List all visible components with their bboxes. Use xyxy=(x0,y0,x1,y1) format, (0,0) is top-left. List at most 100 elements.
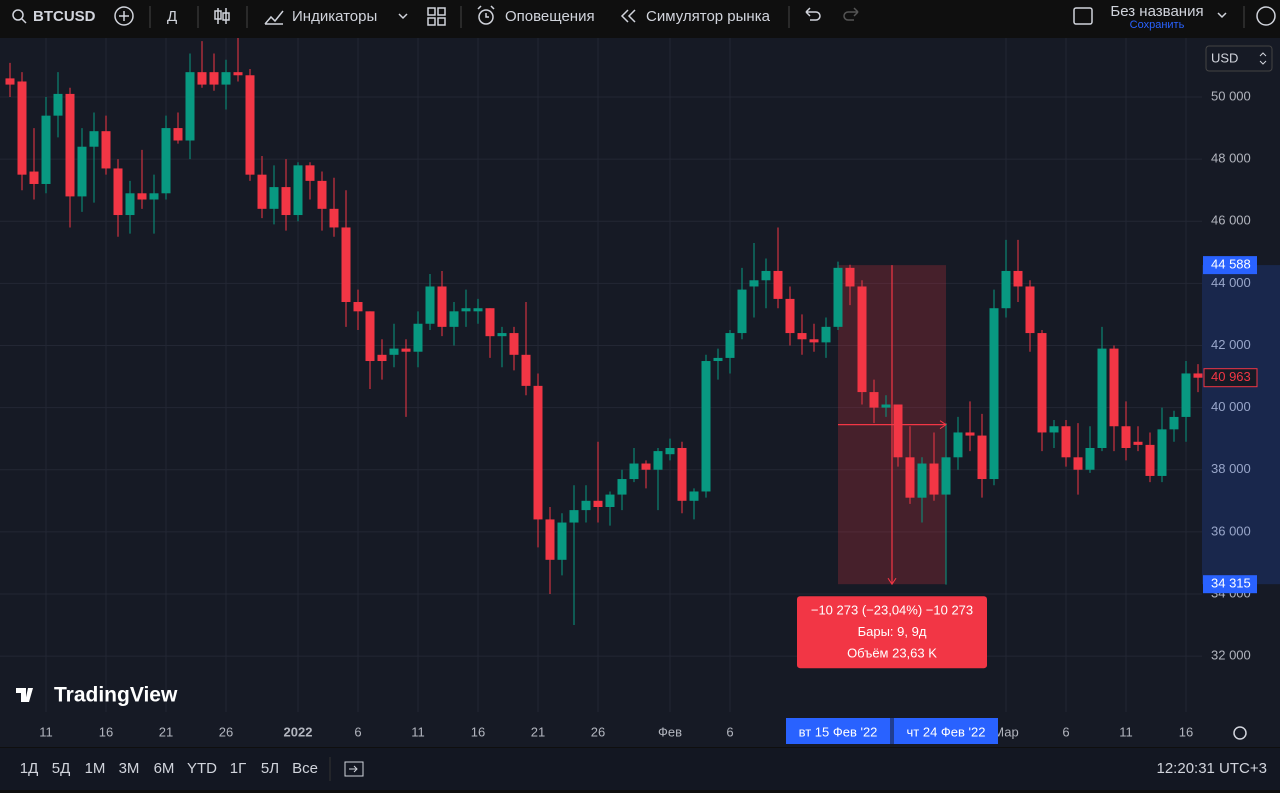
candle-body xyxy=(845,267,855,287)
layout-name[interactable]: Без названия xyxy=(1110,3,1203,20)
candle-body xyxy=(629,463,639,480)
layout-box-icon[interactable] xyxy=(1073,7,1093,25)
settings-icon[interactable] xyxy=(1233,726,1247,740)
x-tick-label: 11 xyxy=(411,724,425,739)
range-button[interactable]: 1Д xyxy=(20,760,39,777)
redo-icon[interactable] xyxy=(843,7,859,21)
logo-icon xyxy=(16,688,33,702)
candle-body xyxy=(389,348,399,355)
add-symbol-icon[interactable] xyxy=(114,6,134,26)
candle-body xyxy=(533,385,543,520)
range-button[interactable]: 5Л xyxy=(261,760,279,777)
chevron[interactable] xyxy=(398,13,408,20)
x-tick-label: 6 xyxy=(354,724,361,739)
undo-icon[interactable] xyxy=(805,7,821,21)
candle-body xyxy=(1121,426,1131,448)
alert-icon[interactable] xyxy=(478,9,494,25)
candle-body xyxy=(725,333,735,358)
search-icon[interactable] xyxy=(12,9,24,21)
candle-body xyxy=(173,128,183,141)
replay-icon[interactable] xyxy=(620,9,636,23)
currency-arrows xyxy=(1259,52,1267,65)
candle-body xyxy=(593,500,603,508)
candle-body xyxy=(965,432,975,436)
replay[interactable]: Симулятор рынка xyxy=(646,8,771,25)
candle-body xyxy=(1013,270,1023,287)
candle-body xyxy=(617,479,627,495)
candle-body xyxy=(1181,373,1191,417)
candle-body xyxy=(1193,373,1203,378)
candle-body xyxy=(281,187,291,216)
candle-body xyxy=(161,128,171,194)
x-tick-label: 16 xyxy=(99,724,113,739)
candle-body xyxy=(65,93,75,197)
candle-body xyxy=(365,311,375,362)
candle-body xyxy=(149,193,159,200)
interval[interactable]: Д xyxy=(167,8,177,25)
range-button[interactable]: 3М xyxy=(119,760,140,777)
candle-body xyxy=(329,208,339,228)
candle-body xyxy=(869,392,879,408)
chart-type-icon[interactable] xyxy=(214,8,230,24)
candle-body xyxy=(461,308,471,312)
indicators-icon[interactable] xyxy=(264,10,284,25)
candle-body xyxy=(545,519,555,560)
candle-body xyxy=(1157,429,1167,476)
x-tick-label: 21 xyxy=(531,724,545,739)
date-label: чт 24 Фев '22 xyxy=(907,724,986,739)
indicators[interactable]: Индикаторы xyxy=(292,8,377,25)
range-button[interactable]: Все xyxy=(292,760,318,777)
candle-body xyxy=(785,298,795,334)
x-tick-label: 6 xyxy=(1062,724,1069,739)
y-tick-label: 46 000 xyxy=(1211,213,1251,228)
candle-body xyxy=(401,348,411,352)
x-tick-label: 26 xyxy=(219,724,233,739)
date-range-icon[interactable] xyxy=(344,761,364,777)
candle-body xyxy=(797,333,807,340)
date-label-box xyxy=(786,718,890,744)
candle-body xyxy=(317,180,327,209)
candle-body xyxy=(221,72,231,85)
y-tick-label: 40 000 xyxy=(1211,399,1251,414)
candle-body xyxy=(761,270,771,281)
x-tick-label: 11 xyxy=(39,724,53,739)
range-button[interactable]: 5Д xyxy=(52,760,71,777)
range-button[interactable]: 6М xyxy=(154,760,175,777)
candle-body xyxy=(53,93,63,116)
x-tick-label: 16 xyxy=(1179,724,1193,739)
price-label: 34 315 xyxy=(1211,576,1251,591)
candle-body xyxy=(1037,333,1047,433)
candle-body xyxy=(713,357,723,362)
candle-body xyxy=(557,522,567,560)
measure-box xyxy=(797,596,987,669)
candle-body xyxy=(1001,270,1011,309)
range-button[interactable]: 1Г xyxy=(230,760,246,777)
candle-body xyxy=(17,81,27,175)
range-button[interactable]: YTD xyxy=(187,760,217,777)
alerts[interactable]: Оповещения xyxy=(505,8,595,25)
candle-body xyxy=(893,404,903,458)
search-icon xyxy=(21,18,27,24)
candle-body xyxy=(917,463,927,498)
x-tick-label: 2022 xyxy=(284,724,313,739)
chart-pane xyxy=(0,38,1280,747)
snapshot-icon[interactable] xyxy=(1256,6,1276,26)
layout-icon[interactable] xyxy=(427,7,446,26)
currency-button[interactable] xyxy=(1205,45,1273,72)
candle-body xyxy=(677,447,687,501)
y-tick-label: 32 000 xyxy=(1211,648,1251,663)
save-button[interactable]: Сохранить xyxy=(1130,19,1185,31)
chevron[interactable] xyxy=(1217,12,1227,19)
clock: 12:20:31 UTC+3 xyxy=(1157,760,1268,777)
candle-body xyxy=(473,308,483,312)
symbol[interactable]: BTCUSD xyxy=(33,8,96,25)
currency[interactable]: USD xyxy=(1211,50,1238,65)
candle-body xyxy=(1073,457,1083,470)
candle-body xyxy=(377,354,387,362)
range-button[interactable]: 1М xyxy=(85,760,106,777)
candle-body xyxy=(737,289,747,334)
candle-body xyxy=(305,165,315,181)
measure-text: Объём 23,63 K xyxy=(847,646,937,661)
